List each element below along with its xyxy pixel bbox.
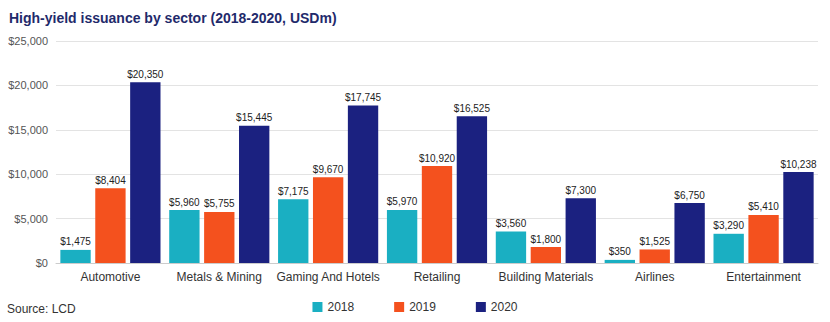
svg-text:$20,350: $20,350 — [127, 69, 164, 80]
svg-text:$350: $350 — [609, 246, 632, 257]
svg-text:$25,000: $25,000 — [8, 35, 48, 47]
svg-text:$7,175: $7,175 — [278, 186, 309, 197]
svg-text:2020: 2020 — [491, 300, 518, 314]
svg-text:$6,750: $6,750 — [674, 190, 705, 201]
svg-text:Gaming And Hotels: Gaming And Hotels — [276, 270, 379, 284]
svg-text:2019: 2019 — [409, 300, 436, 314]
svg-text:$10,000: $10,000 — [8, 168, 48, 180]
svg-text:$5,755: $5,755 — [204, 198, 235, 209]
svg-text:$5,410: $5,410 — [748, 201, 779, 212]
svg-text:Entertainment: Entertainment — [726, 270, 801, 284]
svg-text:$10,920: $10,920 — [419, 153, 456, 164]
svg-text:High-yield issuance by sector: High-yield issuance by sector (2018-2020… — [9, 10, 337, 26]
svg-text:$5,000: $5,000 — [14, 213, 48, 225]
svg-text:$20,000: $20,000 — [8, 79, 48, 91]
svg-text:Automotive: Automotive — [80, 270, 140, 284]
svg-text:$1,475: $1,475 — [60, 236, 91, 247]
svg-text:$1,525: $1,525 — [639, 236, 670, 247]
svg-text:$3,560: $3,560 — [496, 218, 527, 229]
svg-text:Metals & Mining: Metals & Mining — [177, 270, 262, 284]
svg-text:$16,525: $16,525 — [454, 103, 491, 114]
svg-text:$3,290: $3,290 — [713, 220, 744, 231]
svg-text:$9,670: $9,670 — [313, 164, 344, 175]
svg-text:$15,000: $15,000 — [8, 124, 48, 136]
svg-text:Retailing: Retailing — [414, 270, 461, 284]
svg-text:Source: LCD: Source: LCD — [7, 302, 76, 316]
svg-text:$5,970: $5,970 — [387, 196, 418, 207]
svg-text:Building Materials: Building Materials — [498, 270, 593, 284]
svg-text:$7,300: $7,300 — [565, 185, 596, 196]
svg-text:Airlines: Airlines — [635, 270, 674, 284]
svg-text:$5,960: $5,960 — [169, 197, 200, 208]
svg-text:$10,238: $10,238 — [780, 159, 817, 170]
svg-text:$8,404: $8,404 — [95, 175, 126, 186]
svg-text:$1,800: $1,800 — [531, 234, 562, 245]
svg-text:$17,745: $17,745 — [345, 92, 382, 103]
svg-text:2018: 2018 — [327, 300, 354, 314]
svg-text:$0: $0 — [36, 257, 48, 269]
svg-text:$15,445: $15,445 — [236, 112, 273, 123]
